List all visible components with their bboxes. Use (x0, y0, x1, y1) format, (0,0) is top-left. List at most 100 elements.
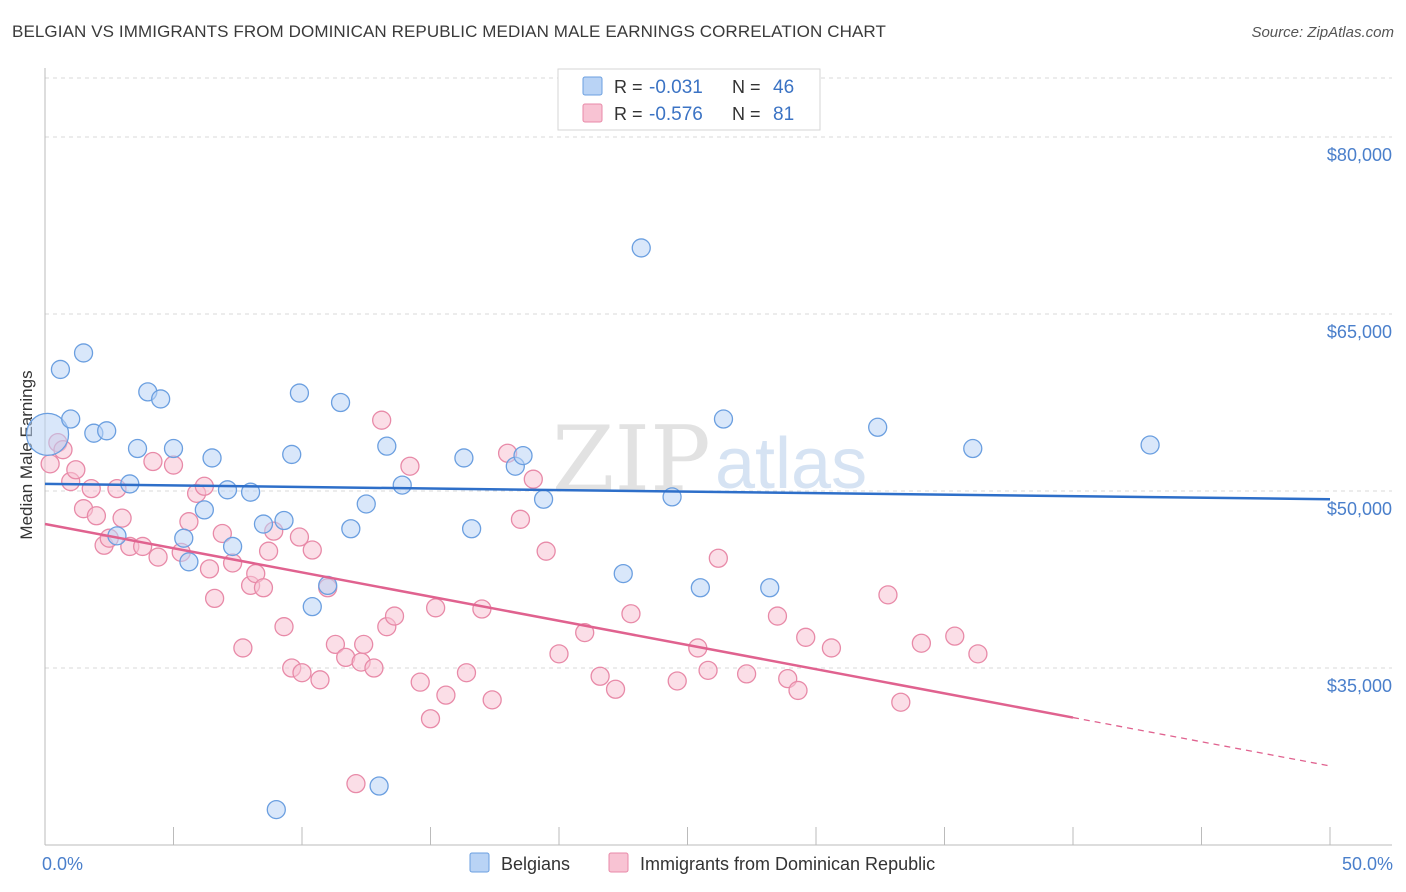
dominican-point (143, 451, 163, 472)
dominican-point (891, 692, 911, 712)
dominican-point (420, 709, 441, 729)
dominican-point (372, 410, 392, 430)
source-label: Source: ZipAtlas.com (1251, 24, 1394, 41)
correlation-legend: R = -0.031 N = 46 R = -0.576 N = 81 (557, 68, 821, 131)
belgians-point (217, 480, 238, 500)
dominican-point (148, 547, 168, 567)
belgians-point (179, 552, 199, 572)
chart-title: BELGIAN VS IMMIGRANTS FROM DOMINICAN REP… (12, 22, 886, 41)
bottom-legend-label-belgians: Belgians (501, 854, 570, 874)
dominican-trend-line (44, 522, 1074, 719)
dominican-point (536, 541, 556, 561)
legend-n-label-belgians: N = (732, 77, 761, 97)
belgians-point (274, 510, 294, 531)
x-tick-label-max: 50.0% (1342, 854, 1393, 874)
bottom-legend-label-dominican: Immigrants from Dominican Republic (640, 854, 935, 874)
series-dominican-points (40, 410, 988, 794)
belgians-point (613, 563, 633, 584)
dominican-point (523, 469, 543, 489)
dominican-point (66, 460, 86, 480)
belgians-point (61, 409, 81, 429)
belgians-point (868, 417, 888, 437)
legend-swatch-dominican (582, 103, 603, 123)
dominican-point (968, 644, 988, 664)
dominican-point (590, 666, 610, 686)
belgians-point (222, 536, 243, 557)
dominican-trend-extension (1072, 716, 1331, 767)
belgians-point (163, 438, 184, 459)
dominican-point (549, 644, 569, 664)
dominican-point (436, 685, 456, 705)
dominican-point (821, 638, 842, 658)
dominican-point (289, 527, 310, 547)
dominican-point (767, 606, 788, 626)
dominican-point (204, 588, 225, 609)
belgians-point (127, 438, 148, 459)
dominican-point (179, 512, 199, 532)
belgians-point (513, 445, 533, 466)
belgians-point (282, 444, 302, 465)
legend-n-value-belgians: 46 (773, 77, 794, 98)
bottom-legend-swatch-dominican (608, 852, 629, 873)
belgians-point (97, 421, 117, 441)
dominican-point (456, 663, 477, 683)
dominican-point (878, 585, 898, 605)
dominican-point (425, 598, 446, 618)
dominican-point (605, 679, 626, 699)
watermark-zip: ZIP (552, 407, 711, 512)
dominican-point (911, 633, 932, 653)
dominican-point (945, 626, 965, 646)
belgians-point (461, 519, 482, 539)
belgians-point (1140, 435, 1160, 455)
legend-r-label-dominican: R = (614, 104, 643, 124)
dominican-point (410, 672, 430, 692)
dominican-point (163, 455, 184, 475)
y-ticks: $35,000 $50,000 $65,000 $80,000 (1327, 145, 1392, 696)
belgians-point (150, 389, 171, 409)
dominican-point (400, 456, 420, 476)
x-ticks: 0.0% 50.0% (42, 854, 1393, 874)
dominican-point (788, 680, 808, 701)
belgians-point (194, 500, 214, 520)
dominican-point (698, 660, 718, 681)
belgians-point (760, 578, 780, 598)
belgians-point (253, 514, 274, 534)
dominican-point (510, 509, 531, 529)
dominican-point (621, 604, 641, 624)
dominican-point (796, 627, 816, 647)
belgians-point (50, 359, 71, 380)
dominican-point (253, 578, 274, 598)
dominican-point (40, 454, 60, 474)
dominican-point (112, 508, 132, 528)
series-legend: Belgians Immigrants from Dominican Repub… (469, 852, 935, 874)
dominican-point (233, 638, 253, 658)
dominican-point (292, 663, 312, 683)
belgians-point (713, 409, 734, 429)
belgians-point (454, 448, 474, 468)
y-tick-label: $35,000 (1327, 676, 1392, 696)
legend-swatch-belgians (582, 76, 603, 96)
belgians-point (341, 519, 361, 539)
dominican-point (199, 559, 220, 579)
dominican-point (708, 548, 728, 568)
dominican-point (86, 506, 107, 526)
belgians-point (369, 776, 389, 796)
belgians-point (73, 343, 94, 363)
dominican-point (258, 541, 279, 561)
belgians-point (356, 494, 376, 514)
belgians-point (25, 412, 70, 457)
legend-r-value-dominican: -0.576 (649, 104, 703, 125)
belgians-point (690, 578, 710, 598)
series-belgians-points (25, 238, 1160, 820)
belgians-point (202, 448, 222, 468)
belgians-point (174, 528, 194, 548)
dominican-point (384, 606, 405, 626)
legend-r-value-belgians: -0.031 (649, 77, 703, 98)
dominican-point (81, 478, 101, 499)
dominican-point (667, 671, 687, 691)
dominican-point (364, 658, 384, 678)
belgians-point (533, 489, 554, 509)
y-tick-label: $65,000 (1327, 322, 1392, 342)
legend-n-label-dominican: N = (732, 104, 761, 124)
